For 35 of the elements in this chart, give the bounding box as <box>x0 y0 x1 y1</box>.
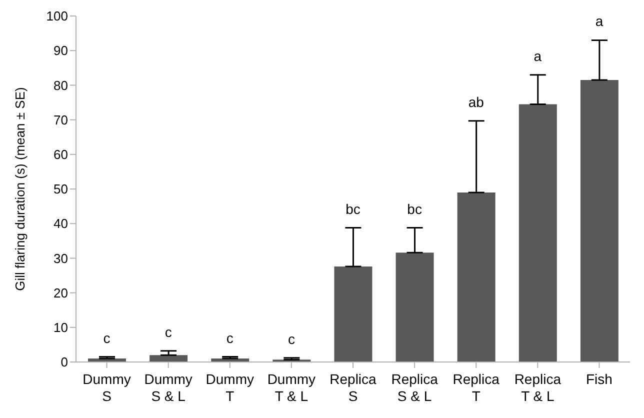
annotation: c <box>226 330 234 346</box>
x-tick-label: Dummy S & L <box>144 371 192 404</box>
y-tick-label: 70 <box>54 112 68 128</box>
y-axis-title: Gill flaring duration (s) (mean ± SE) <box>12 87 28 291</box>
x-tick-label: Dummy T & L <box>267 371 316 404</box>
y-tick-label: 20 <box>54 285 68 300</box>
x-tick-label: Replica T <box>452 371 500 404</box>
x-tick-label: Dummy T <box>206 371 254 404</box>
y-tick-label: 90 <box>54 43 68 58</box>
annotation: c <box>103 330 110 346</box>
y-tick-label: 80 <box>54 78 68 93</box>
annotation: bc <box>346 200 360 217</box>
x-tick-label: Replica S & L <box>391 371 438 404</box>
x-tick-label: Dummy S <box>82 371 131 404</box>
y-tick-label: 40 <box>54 216 68 232</box>
x-tick-label: Replica S <box>330 371 377 404</box>
bar <box>457 192 496 362</box>
annotation: ab <box>468 94 484 110</box>
annotation: c <box>288 330 295 347</box>
bar <box>334 266 372 362</box>
x-tick-label: Replica T & L <box>514 371 562 404</box>
y-tick-label: 50 <box>54 182 68 197</box>
annotation: a <box>534 48 542 64</box>
annotation: c <box>164 324 172 340</box>
bar <box>518 104 557 362</box>
x-tick-label: Fish <box>586 371 612 387</box>
annotation: a <box>595 13 604 30</box>
y-tick-label: 0 <box>60 354 68 370</box>
annotation: bc <box>407 200 422 217</box>
bar <box>396 252 434 362</box>
y-tick-label: 30 <box>54 250 68 266</box>
y-tick-label: 10 <box>54 320 68 336</box>
bar <box>580 80 618 362</box>
y-tick-label: 60 <box>54 147 68 162</box>
y-tick-label: 100 <box>46 8 68 24</box>
